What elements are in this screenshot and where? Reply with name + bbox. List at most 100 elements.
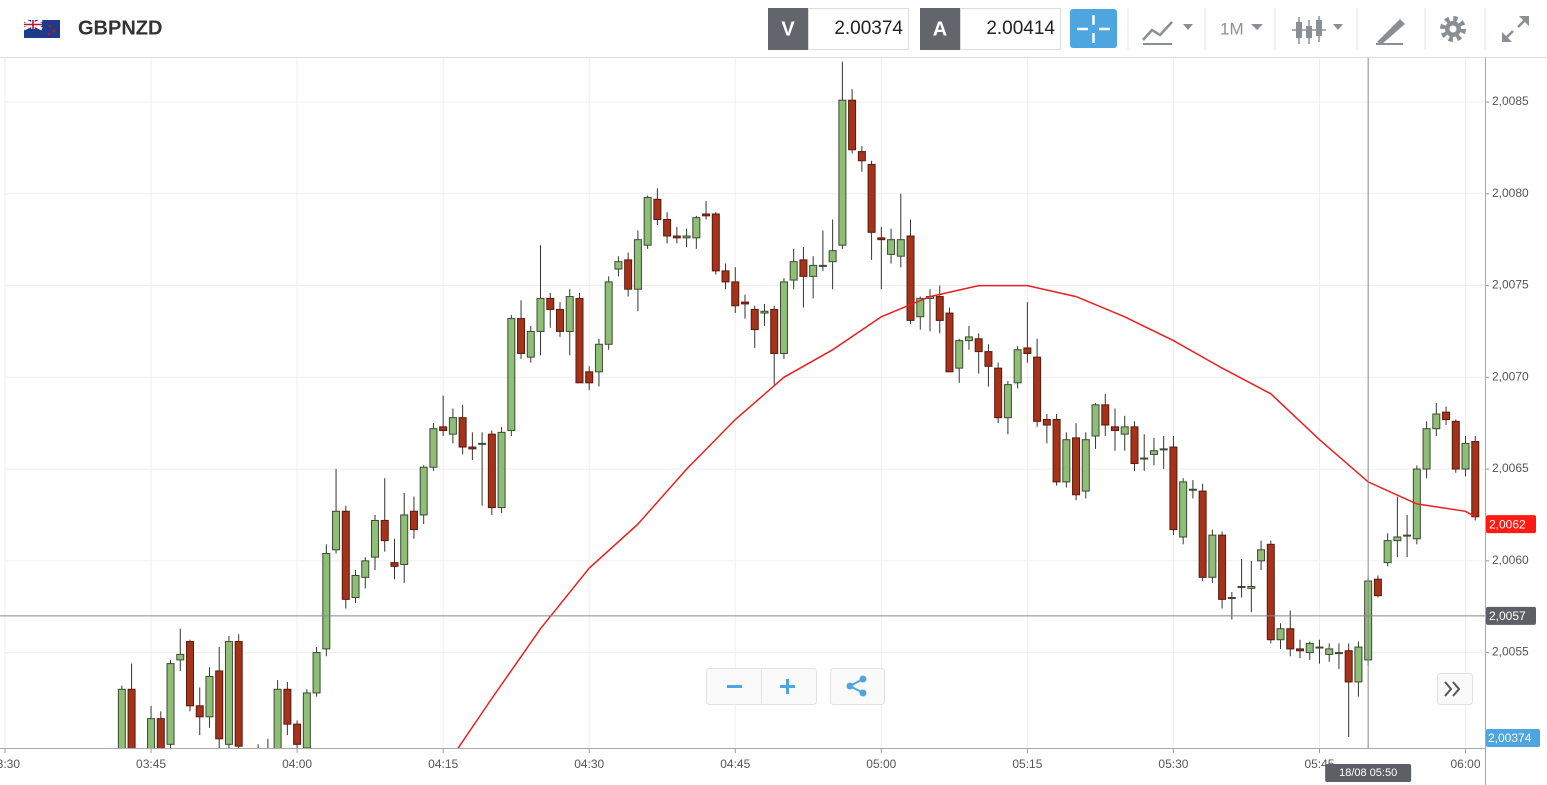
- y-tick-label: 2,0070: [1492, 369, 1529, 383]
- candle-body: [955, 340, 964, 369]
- candle-body: [848, 99, 857, 151]
- ask-label-box[interactable]: [920, 8, 960, 50]
- ask-price[interactable]: 2.00414: [986, 18, 1055, 39]
- candle-body: [1266, 543, 1275, 641]
- candle-body: [117, 688, 126, 748]
- candle-body: [1140, 457, 1149, 460]
- chart-area: 2,0055 2,0060 2,0065 2,0070 2,0075 2,0080 2,00…: [0, 58, 1540, 785]
- candle-body: [556, 308, 564, 332]
- candle-body: [633, 239, 642, 290]
- symbol: GBPNZD: [78, 17, 162, 39]
- ask-box[interactable]: [960, 8, 1061, 50]
- candle-body: [205, 675, 214, 718]
- candle-body: [672, 235, 681, 239]
- candle-body: [1373, 578, 1382, 597]
- zoom-in-button[interactable]: [780, 679, 795, 694]
- candle-body: [779, 281, 788, 354]
- candle-body: [195, 705, 204, 718]
- x-tick-label: 03:30: [0, 757, 20, 771]
- candle-body: [1442, 411, 1451, 421]
- candle-body: [390, 562, 399, 567]
- chart-type-button[interactable]: [1142, 21, 1193, 45]
- candle-body: [400, 514, 409, 565]
- scroll-latest-box[interactable]: [1437, 673, 1473, 705]
- bid-label-box[interactable]: [768, 8, 808, 50]
- candle-body: [906, 235, 915, 321]
- candle-body: [1013, 349, 1022, 384]
- timeframe-caret[interactable]: [1251, 24, 1263, 30]
- candle-body: [439, 426, 448, 432]
- candle-body: [1286, 628, 1295, 650]
- settings-button[interactable]: [1440, 16, 1466, 42]
- share-button[interactable]: [846, 675, 867, 697]
- candle-body: [1237, 586, 1246, 589]
- candle-body: [234, 641, 243, 747]
- candle-body: [1179, 481, 1188, 538]
- x-tick-label: 04:15: [428, 757, 458, 771]
- candle-body: [770, 308, 779, 354]
- candle-body: [361, 560, 370, 578]
- candle-body: [536, 297, 545, 332]
- bid-box[interactable]: [808, 8, 909, 50]
- candle-body: [585, 371, 594, 384]
- zoom-controls: [706, 668, 1473, 705]
- candle-body: [1354, 646, 1363, 683]
- ma-price-tag: [1486, 515, 1536, 534]
- candle-body: [1023, 347, 1032, 354]
- bid-label[interactable]: V: [781, 18, 795, 40]
- candle-body: [1111, 426, 1119, 432]
- x-tick-label: 05:30: [1158, 757, 1188, 771]
- crosshair-button[interactable]: [1070, 9, 1117, 48]
- candle-body: [293, 723, 302, 745]
- candle-body: [186, 641, 194, 707]
- candle-body: [1432, 413, 1441, 430]
- share-box[interactable]: [830, 668, 885, 705]
- candle-body: [731, 281, 740, 307]
- candle-body: [302, 692, 311, 748]
- candle-body: [507, 318, 516, 432]
- ask-label[interactable]: A: [933, 18, 947, 40]
- candle-body: [614, 261, 623, 270]
- x-tick-label: 04:45: [720, 757, 750, 771]
- candle-body: [1062, 439, 1071, 483]
- candle-body: [283, 688, 292, 725]
- candle-body: [429, 428, 438, 468]
- candle-body: [487, 433, 496, 509]
- candle-body: [255, 759, 262, 766]
- candle-body: [419, 466, 428, 516]
- candle-body: [264, 752, 271, 763]
- candle-body: [1042, 419, 1051, 426]
- candle-body: [1081, 439, 1090, 492]
- candle-body: [1120, 426, 1129, 435]
- candle-body: [1218, 534, 1227, 600]
- plot: [117, 61, 1480, 766]
- candle-body: [575, 297, 584, 384]
- x-tick-label: 04:00: [282, 757, 312, 771]
- draw-tool-button[interactable]: [1376, 19, 1405, 45]
- candle-body: [643, 196, 652, 246]
- candle-body: [1461, 442, 1470, 470]
- candle-body: [702, 213, 711, 217]
- candle-body: [176, 653, 185, 661]
- candle-body: [594, 343, 603, 373]
- candle-body: [1091, 404, 1100, 437]
- candle-style-button[interactable]: [1292, 16, 1343, 44]
- candle-body: [799, 259, 808, 277]
- candle-body: [994, 367, 1003, 419]
- y-tick-label: 2,0060: [1492, 553, 1529, 567]
- candle-body: [147, 718, 156, 748]
- candle-body: [682, 235, 691, 239]
- candle-body: [663, 218, 672, 237]
- scroll-latest-button[interactable]: [1444, 681, 1461, 697]
- candle-body: [156, 718, 165, 748]
- y-tick-label: 2,0085: [1492, 94, 1529, 108]
- x-tick-label: 03:45: [136, 757, 166, 771]
- candle-body: [945, 312, 954, 373]
- bid-price[interactable]: 2.00374: [834, 18, 903, 39]
- fullscreen-button[interactable]: [1502, 16, 1529, 42]
- y-tick-label: 2,0080: [1492, 186, 1529, 200]
- candle-body: [1451, 420, 1460, 470]
- candle-body: [1344, 650, 1353, 683]
- candle-body: [1403, 534, 1412, 537]
- timeframe[interactable]: 1M: [1220, 19, 1244, 38]
